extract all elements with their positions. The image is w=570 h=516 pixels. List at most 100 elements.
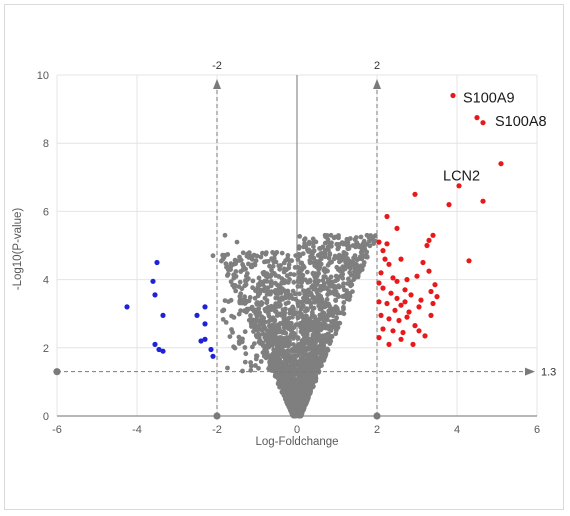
up-regulated-point [382, 256, 388, 262]
ns-point [241, 267, 246, 272]
threshold-arrowhead [213, 79, 221, 89]
ns-point [327, 282, 332, 288]
down-regulated-point [150, 278, 156, 284]
up-regulated-point [378, 312, 384, 318]
ns-point [344, 239, 349, 245]
text-labels: Log-Foldchange -Log10(P-value) -6 -4 -2 0 2 4… [12, 60, 556, 448]
ns-point [242, 345, 248, 350]
ns-point [253, 258, 259, 264]
ns-point [284, 357, 290, 363]
y-axis-title: -Log10(P-value) [12, 208, 24, 291]
ns-point [278, 302, 283, 308]
ns-point [301, 367, 307, 373]
ns-point [274, 341, 280, 347]
ns-point [314, 317, 320, 323]
ns-point [325, 347, 331, 353]
up-regulated-point [414, 273, 420, 279]
up-regulated-point [456, 183, 462, 189]
ns-point [318, 287, 323, 293]
ns-point [228, 297, 234, 303]
ns-point [309, 377, 314, 383]
y-tick-label: 2 [43, 343, 49, 355]
threshold-lines [53, 79, 535, 420]
ns-point [359, 267, 365, 272]
ns-point [295, 284, 301, 289]
ns-point [296, 245, 302, 251]
x-tick-label: -6 [52, 424, 62, 436]
ns-point [361, 260, 367, 265]
ns-point [322, 285, 328, 290]
ns-point [352, 243, 358, 248]
ns-point [255, 308, 261, 313]
ns-point [250, 321, 256, 327]
ns-point [256, 311, 261, 317]
ns-point [252, 341, 257, 346]
ns-point [327, 251, 333, 256]
ns-point [289, 392, 295, 398]
gene-label: S100A8 [495, 114, 547, 130]
ns-point [306, 239, 312, 245]
threshold-vline-anchor [213, 412, 221, 420]
ns-point [268, 338, 274, 343]
up-regulated-point [376, 299, 382, 305]
ns-point [291, 272, 297, 277]
ns-point [363, 254, 369, 260]
ns-point [364, 249, 370, 255]
ns-point [244, 306, 250, 312]
threshold-hline-anchor [53, 368, 61, 376]
ns-point [296, 364, 302, 370]
up-regulated-point [384, 300, 390, 307]
up-regulated-point [380, 326, 386, 332]
ns-point [336, 235, 341, 241]
ns-point [246, 250, 252, 256]
ns-point [289, 258, 295, 264]
ns-point [282, 313, 287, 318]
ns-point [313, 239, 319, 245]
ns-point [309, 250, 315, 256]
up-regulated-point [394, 278, 400, 284]
ns-point [261, 353, 267, 359]
ns-point [301, 375, 306, 380]
ns-point [285, 256, 290, 261]
ns-point [276, 337, 282, 343]
ns-point [318, 254, 324, 260]
down-regulated-point [160, 348, 166, 354]
ns-point [299, 390, 305, 396]
ns-point [292, 408, 298, 414]
up-regulated-point [398, 256, 404, 262]
ns-point [296, 303, 301, 309]
ns-point [314, 282, 320, 287]
down-regulated-point [202, 304, 208, 310]
up-regulated-point [392, 307, 398, 313]
ns-point [300, 251, 306, 256]
ns-point [333, 298, 339, 303]
ns-point [278, 312, 284, 318]
ns-point [283, 301, 289, 306]
ns-point [322, 339, 328, 345]
ns-point [238, 257, 244, 263]
up-regulated-point [396, 317, 402, 324]
up-regulated-point [390, 328, 396, 334]
ns-point [242, 294, 248, 300]
ns-point [250, 278, 256, 284]
up-regulated-point [410, 341, 416, 347]
ns-point [308, 304, 314, 310]
ns-point [293, 348, 298, 354]
ns-point [299, 267, 305, 272]
ns-point [273, 295, 279, 301]
ns-point [295, 394, 301, 399]
y-tick-label: 8 [43, 138, 49, 150]
ns-point [286, 403, 292, 408]
ns-point [223, 261, 229, 267]
ns-point [256, 331, 261, 337]
ns-point [304, 362, 310, 368]
ns-point [267, 323, 272, 329]
down-regulated-point [194, 312, 200, 318]
ns-point [311, 350, 317, 355]
ns-point [225, 273, 230, 278]
ns-point [273, 280, 278, 286]
up-regulated-point [400, 329, 406, 336]
ns-point [303, 308, 308, 314]
ns-point [372, 238, 377, 244]
ns-point [318, 251, 324, 256]
